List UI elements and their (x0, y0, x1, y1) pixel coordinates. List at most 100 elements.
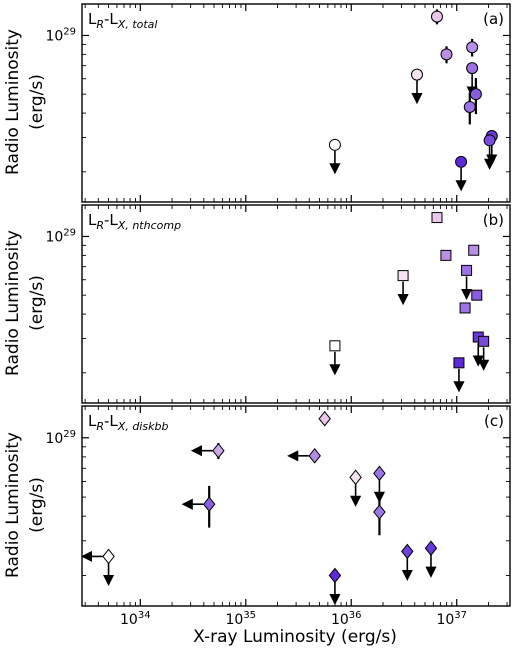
x-tick-label: 1036 (331, 610, 362, 628)
panel-label: LR-LX, diskbb (88, 412, 168, 433)
y-axis-label-a: Radio Luminosity (erg/s) (3, 29, 47, 175)
y-tick-base: 10 (45, 229, 63, 245)
square-marker (478, 335, 490, 347)
square-marker (461, 264, 473, 276)
panel-label-sub1: R (96, 219, 104, 232)
data-point (329, 340, 341, 376)
panel-tag: (a) (483, 10, 504, 28)
diamond-marker (102, 548, 115, 565)
data-point (471, 289, 483, 301)
data-point (328, 567, 342, 606)
data-point (431, 212, 443, 224)
data-point (469, 78, 482, 115)
data-point (287, 448, 321, 464)
y-axis-label-c: Radio Luminosity (erg/s) (3, 432, 47, 578)
data-point (373, 465, 386, 503)
x-tick-label: 1037 (436, 610, 467, 628)
panel-label-sub1: R (96, 420, 104, 433)
x-tick-exponent: 37 (454, 610, 467, 621)
plot-frame (81, 3, 511, 203)
diamond-marker (373, 465, 386, 482)
circle-marker (455, 155, 468, 168)
panel-label-sub1: R (96, 18, 104, 31)
data-point (466, 62, 479, 98)
panel-tag: (c) (484, 412, 504, 430)
x-tick-base: 10 (331, 612, 349, 628)
y-axis-label-b: Radio Luminosity (erg/s) (3, 230, 47, 376)
y-label-line2-c: (erg/s) (27, 477, 47, 533)
y-label-line2-a: (erg/s) (27, 74, 47, 130)
diamond-marker (424, 540, 438, 557)
square-marker (453, 357, 465, 369)
y-label-line1-a: Radio Luminosity (3, 29, 23, 175)
plot-frame (81, 405, 511, 607)
circle-marker (410, 68, 423, 81)
diamond-marker (318, 410, 331, 427)
y-tick-label: 1029 (45, 26, 76, 44)
circle-marker (440, 48, 453, 61)
data-point (453, 357, 465, 393)
y-tick-label: 1029 (45, 429, 76, 447)
plot-frame (81, 204, 511, 404)
square-marker (431, 212, 443, 224)
y-tick-exponent: 29 (63, 429, 76, 440)
data-point (401, 543, 414, 582)
panel-label-sub2: X, diskbb (117, 420, 169, 433)
diamond-marker (373, 504, 386, 520)
data-point (455, 155, 468, 192)
data-point (483, 134, 496, 170)
data-point (440, 46, 453, 64)
data-point (424, 540, 438, 578)
circle-marker (483, 134, 496, 147)
data-point (410, 68, 423, 105)
square-marker (468, 244, 480, 256)
data-point (397, 270, 409, 306)
diamond-marker (328, 567, 342, 584)
panel-a: 1029 LR-LX, total (a) (45, 3, 511, 203)
y-tick-exponent: 29 (63, 26, 76, 37)
x-tick-base: 10 (225, 612, 243, 628)
circle-marker (463, 100, 476, 113)
x-tick-label: 1035 (225, 610, 256, 628)
y-label-line2-b: (erg/s) (27, 275, 47, 331)
data-point (466, 38, 479, 57)
panel-b: 1029 LR-LX, nthcomp (b) (45, 204, 511, 404)
x-tick-exponent: 36 (349, 610, 362, 621)
diamond-marker (212, 442, 225, 459)
y-tick-label: 1029 (45, 227, 76, 245)
y-label-line1-c: Radio Luminosity (3, 432, 23, 578)
data-point (80, 548, 115, 586)
x-tick-exponent: 34 (138, 610, 151, 621)
circle-marker (469, 88, 482, 101)
circle-marker (466, 41, 479, 54)
panel-label-sub2: X, total (117, 18, 158, 31)
data-point (459, 302, 471, 314)
data-point (478, 335, 490, 371)
data-point (349, 469, 362, 507)
data-point (373, 493, 386, 536)
panel-label: LR-LX, total (88, 10, 157, 31)
panel-tag: (b) (483, 211, 504, 229)
diamond-marker (202, 496, 216, 513)
y-tick-base: 10 (45, 431, 63, 447)
data-point (430, 9, 443, 25)
panel-label-main: L (88, 10, 97, 28)
panel-label: LR-LX, nthcomp (88, 211, 181, 232)
circle-marker (328, 138, 341, 151)
panel-label-main: L (88, 211, 97, 229)
data-point (460, 264, 473, 300)
square-marker (397, 270, 409, 282)
y-tick-base: 10 (45, 28, 63, 44)
data-point (190, 442, 225, 460)
diamond-marker (401, 543, 414, 560)
x-tick-base: 10 (120, 612, 138, 628)
square-marker (329, 340, 341, 352)
data-point (440, 249, 452, 261)
data-point (328, 138, 341, 175)
square-marker (471, 289, 483, 301)
data-point (181, 485, 216, 528)
x-axis-label: X-ray Luminosity (erg/s) (193, 627, 397, 647)
circle-marker (466, 62, 479, 75)
data-point (318, 410, 331, 427)
